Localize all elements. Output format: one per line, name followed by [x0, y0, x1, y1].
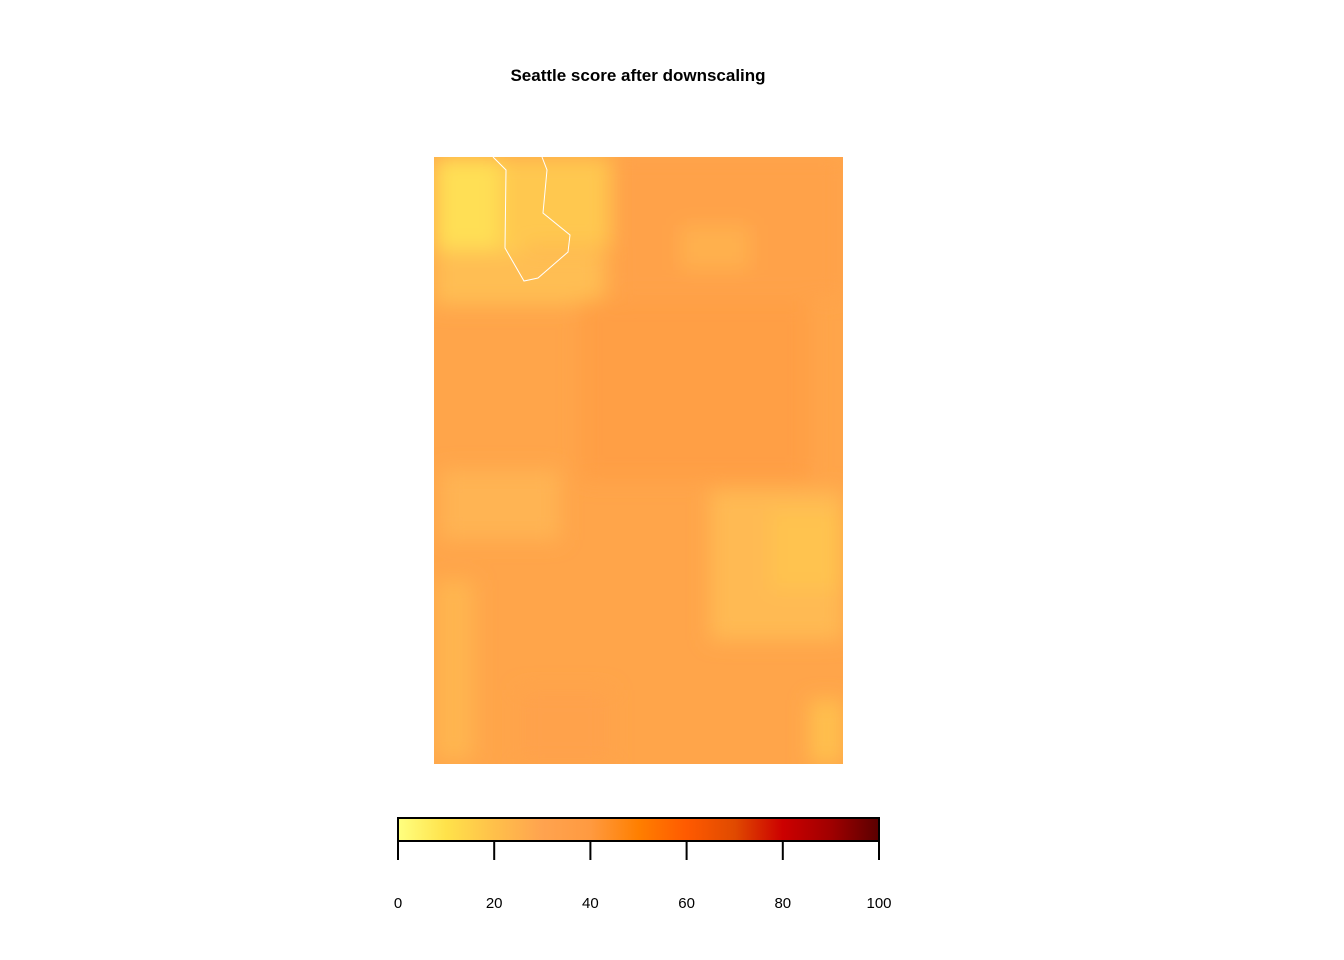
- raster-patch: [500, 157, 610, 247]
- map-title: Seattle score after downscaling: [510, 66, 766, 85]
- raster-layer: [434, 157, 843, 764]
- legend-ticks: [397, 841, 880, 860]
- raster-patch: [520, 690, 610, 764]
- legend-tick-label: 0: [393, 895, 403, 912]
- raster-patch: [434, 580, 474, 760]
- raster-patch: [770, 510, 843, 590]
- legend-tick-label: 60: [678, 895, 695, 912]
- color-legend: [397, 817, 880, 860]
- legend-tick-label: 100: [866, 895, 892, 912]
- legend-tick-label: 40: [582, 895, 599, 912]
- legend-tick-label: 80: [774, 895, 792, 912]
- raster-patch: [440, 470, 560, 540]
- raster-patch: [580, 300, 810, 480]
- boundary-line: [492, 156, 571, 282]
- raster-patch: [434, 250, 604, 305]
- raster-patch: [680, 225, 750, 270]
- legend-tick-label: 20: [485, 895, 503, 912]
- legend-bar: [397, 817, 880, 842]
- raster-patches: [434, 157, 843, 764]
- raster-patch: [810, 700, 843, 764]
